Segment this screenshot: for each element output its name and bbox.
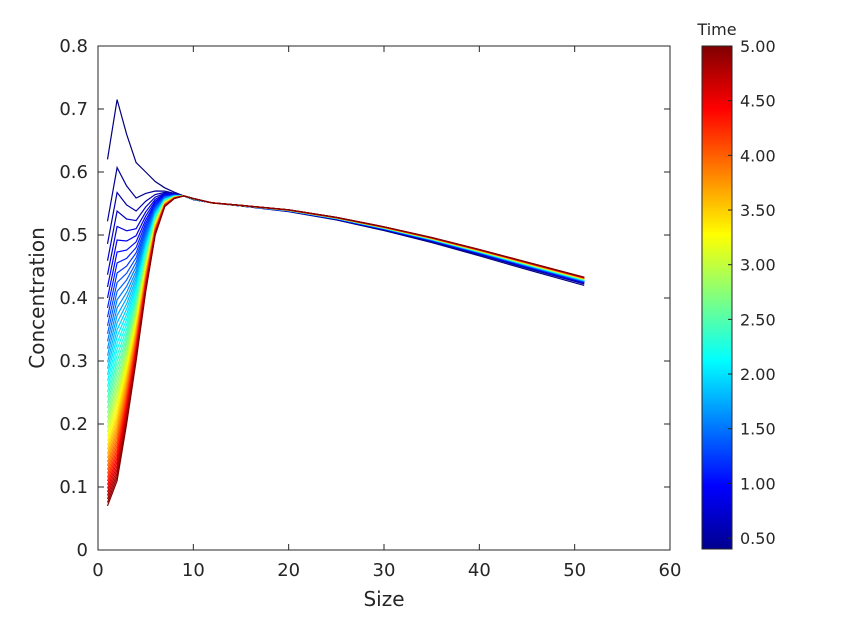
colorbar-tick-label: 5.00 <box>740 37 776 56</box>
y-axis-label: Concentration <box>25 227 49 368</box>
y-axis-ticks: 0 0.1 0.2 0.3 0.4 0.5 0.6 0.7 0.8 <box>59 36 670 561</box>
y-tick-label: 0.5 <box>59 225 88 246</box>
series-lines <box>106 99 585 507</box>
x-tick-label: 40 <box>468 560 491 581</box>
y-tick-label: 0.2 <box>59 414 88 435</box>
x-tick-label: 20 <box>277 560 300 581</box>
y-tick-label: 0.4 <box>59 288 88 309</box>
x-tick-label: 30 <box>373 560 396 581</box>
colorbar-tick-label: 4.00 <box>740 146 776 165</box>
colorbar-tick-label: 2.50 <box>740 310 776 329</box>
colorbar-tick-label: 1.00 <box>740 474 776 493</box>
plot-area: 0 10 20 30 40 50 60 00.10.20.30.40.50.60.70.8 … <box>25 36 681 611</box>
colorbar-title: Time <box>696 20 736 39</box>
plot-background <box>98 46 670 550</box>
series-line <box>106 195 585 507</box>
colorbar-tick-label: 2.00 <box>740 365 776 384</box>
x-tick-label: 50 <box>563 560 586 581</box>
y-tick-label: 0.1 <box>59 477 88 498</box>
x-axis-ticks: 0 10 20 30 40 50 60 <box>92 46 681 581</box>
colorbar-tick-label: 1.50 <box>740 420 776 439</box>
colorbar-tick-label: 3.50 <box>740 201 776 220</box>
colorbar: 0.50 1.00 1.50 2.00 2.50 3.00 3.50 4.00 4.50 5.00… <box>696 20 776 550</box>
y-tick-label: 0 <box>77 540 88 561</box>
y-tick-label: 0.8 <box>59 36 88 57</box>
colorbar-ticks: 0.50 1.00 1.50 2.00 2.50 3.00 3.50 4.00 4.50 5.00 <box>728 37 776 548</box>
colorbar-gradient <box>701 45 733 550</box>
x-axis-label: Size <box>363 587 404 611</box>
x-tick-label: 60 <box>659 560 682 581</box>
y-tick-label: 0.7 <box>59 99 88 120</box>
colorbar-tick-label: 3.00 <box>740 256 776 275</box>
x-tick-label: 0 <box>92 560 103 581</box>
y-tick-label: 0.6 <box>59 162 88 183</box>
colorbar-tick-label: 4.50 <box>740 92 776 111</box>
x-tick-label: 10 <box>182 560 205 581</box>
y-tick-label: 0.3 <box>59 351 88 372</box>
colorbar-tick-label: 0.50 <box>740 529 776 548</box>
